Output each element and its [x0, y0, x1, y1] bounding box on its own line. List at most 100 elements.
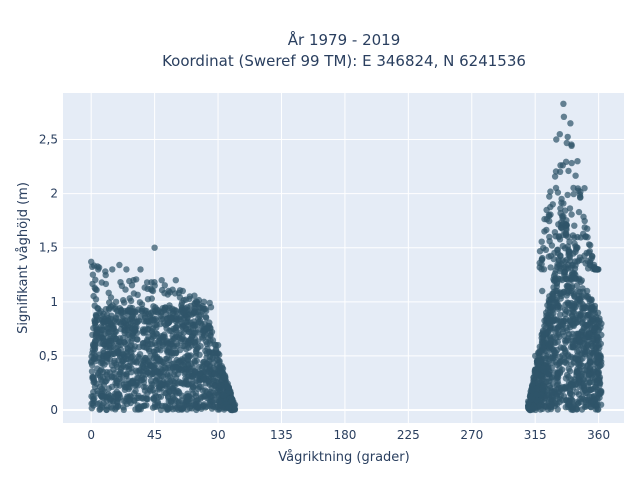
data-point — [583, 294, 590, 301]
data-point — [570, 190, 577, 198]
data-point — [97, 367, 104, 375]
data-point — [199, 387, 207, 394]
data-point — [572, 262, 579, 269]
data-point — [89, 271, 97, 278]
data-point — [540, 266, 548, 273]
data-point — [572, 355, 579, 363]
data-point — [116, 261, 123, 269]
data-point — [175, 378, 183, 385]
data-point — [570, 378, 577, 385]
data-point — [231, 401, 239, 408]
data-point — [537, 358, 544, 365]
data-point — [586, 353, 594, 360]
data-point — [200, 359, 207, 366]
data-point — [145, 346, 153, 353]
data-point — [114, 347, 122, 355]
data-point — [561, 332, 568, 339]
data-point — [550, 284, 557, 291]
data-point — [558, 195, 565, 203]
data-point — [589, 336, 596, 343]
data-point — [180, 402, 187, 409]
data-point — [556, 389, 563, 396]
data-point — [191, 335, 199, 342]
data-point — [231, 406, 239, 413]
data-point — [565, 365, 572, 372]
data-point — [552, 168, 560, 175]
data-point — [589, 304, 596, 311]
data-point — [136, 367, 143, 374]
data-point — [581, 217, 588, 225]
data-point — [138, 301, 146, 308]
data-point — [157, 406, 165, 414]
data-point — [124, 363, 131, 370]
data-point — [143, 402, 150, 409]
data-point — [546, 334, 554, 342]
data-point — [148, 295, 155, 302]
data-point — [109, 266, 116, 273]
data-point — [144, 285, 151, 292]
data-point — [565, 249, 572, 256]
data-point — [206, 331, 214, 339]
data-point — [196, 351, 203, 358]
data-point — [217, 398, 224, 405]
data-point — [559, 242, 566, 250]
x-tick-label: 180 — [333, 428, 356, 442]
y-tick-label: 2,5 — [39, 133, 58, 147]
data-point — [557, 311, 564, 318]
data-point — [136, 351, 144, 358]
data-point — [88, 258, 95, 265]
data-point — [186, 293, 194, 300]
data-point — [580, 345, 587, 353]
x-tick-label: 0 — [87, 428, 95, 442]
data-point — [112, 298, 120, 305]
data-point — [156, 334, 163, 341]
data-point — [545, 343, 552, 350]
data-point — [122, 355, 130, 363]
data-point — [187, 302, 194, 310]
data-point — [130, 277, 137, 284]
data-point — [596, 315, 603, 322]
data-point — [547, 264, 554, 271]
data-point — [192, 342, 199, 349]
data-point — [577, 194, 584, 201]
data-point — [165, 287, 172, 295]
data-point — [131, 327, 138, 334]
y-tick-label: 2 — [50, 187, 58, 201]
data-point — [576, 367, 583, 374]
data-point — [103, 406, 110, 414]
data-point — [99, 324, 106, 332]
data-point — [169, 406, 176, 413]
data-point — [143, 307, 150, 315]
data-point — [129, 304, 136, 312]
data-point — [88, 393, 95, 400]
data-point — [190, 401, 198, 408]
data-point — [161, 389, 168, 396]
data-point — [199, 329, 207, 337]
data-point — [180, 381, 187, 388]
data-point — [551, 229, 559, 236]
data-point — [211, 396, 218, 404]
data-point — [562, 275, 569, 282]
data-point — [553, 375, 560, 382]
data-point — [100, 349, 107, 357]
data-point — [532, 352, 539, 360]
x-tick-label: 45 — [147, 428, 162, 442]
data-point — [106, 369, 113, 376]
data-point — [584, 225, 591, 232]
data-point — [186, 336, 194, 343]
data-point — [595, 334, 602, 342]
data-point — [563, 225, 570, 232]
data-point — [572, 172, 579, 179]
data-point — [99, 373, 107, 381]
data-point — [574, 158, 581, 165]
data-point — [576, 288, 583, 295]
data-point — [88, 400, 95, 407]
data-point — [112, 328, 119, 335]
y-tick-label: 0,5 — [39, 349, 58, 363]
data-point — [579, 316, 587, 323]
data-point — [538, 238, 545, 245]
data-point — [123, 370, 130, 378]
data-point — [556, 358, 563, 365]
data-point — [151, 244, 158, 251]
data-point — [90, 292, 97, 300]
